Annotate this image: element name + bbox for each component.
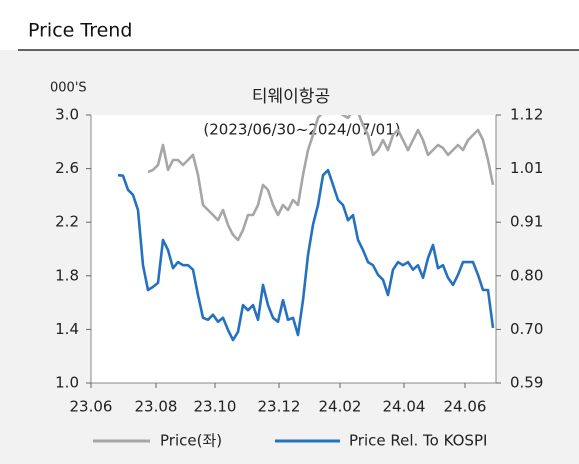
series-line xyxy=(117,168,495,342)
y2-tick-label: 1.01 xyxy=(510,159,543,177)
header-band xyxy=(0,0,579,50)
header-title: Price Trend xyxy=(28,20,132,42)
x-tick-label: 23.12 xyxy=(258,398,301,416)
y-unit-label: 000'S xyxy=(50,81,87,96)
y-tick-label: 3.0 xyxy=(55,106,79,124)
x-tick-label: 24.02 xyxy=(319,398,362,416)
y2-tick-label: 1.12 xyxy=(510,106,543,124)
y2-tick-label: 0.91 xyxy=(510,213,543,231)
y2-tick-label: 0.70 xyxy=(510,320,543,338)
chart-subtitle: (2023/06/30~2024/07/01) xyxy=(203,121,400,139)
legend-label: Price Rel. To KOSPI xyxy=(349,432,487,450)
x-tick-label: 23.06 xyxy=(70,398,113,416)
chart-title: 티웨이항공 xyxy=(252,87,330,107)
y2-tick-label: 0.59 xyxy=(510,374,543,392)
y-tick-label: 2.6 xyxy=(55,159,79,177)
plot-area xyxy=(91,115,496,383)
y-tick-label: 1.8 xyxy=(55,266,79,284)
y-tick-label: 1.0 xyxy=(55,374,79,392)
plot-lines xyxy=(117,115,495,342)
x-tick-label: 23.08 xyxy=(135,398,178,416)
series-line xyxy=(147,115,495,242)
y-tick-label: 2.2 xyxy=(55,213,79,231)
x-tick-label: 23.10 xyxy=(194,398,237,416)
y-tick-label: 1.4 xyxy=(55,320,79,338)
x-tick-label: 24.06 xyxy=(444,398,487,416)
x-tick-label: 24.04 xyxy=(383,398,426,416)
y2-tick-label: 0.80 xyxy=(510,266,543,284)
legend-label: Price(좌) xyxy=(160,432,222,450)
